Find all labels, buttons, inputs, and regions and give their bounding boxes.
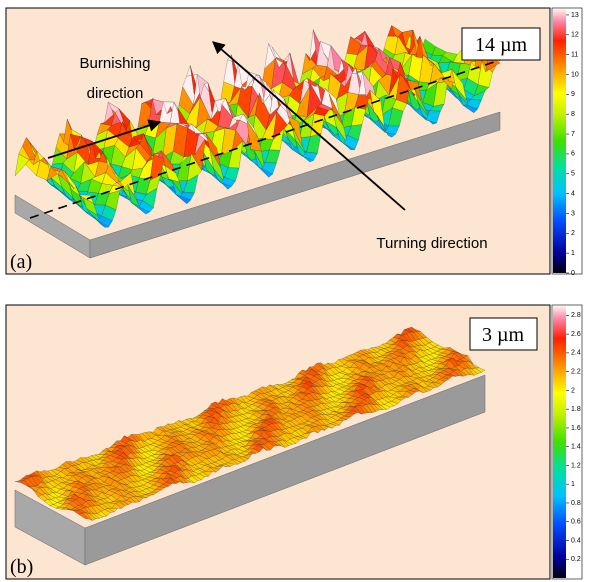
tick-label: 9	[571, 91, 575, 98]
tick-label: 0.6	[571, 519, 581, 526]
tick-label: 5	[571, 171, 575, 178]
tick-label: 0	[571, 270, 575, 277]
annotation: Burnishing	[80, 55, 151, 72]
annotation: Turning direction	[376, 235, 487, 252]
annotation: direction	[87, 85, 144, 102]
tick-label: 2.6	[571, 331, 581, 338]
scale-label: 14 µm	[475, 34, 528, 56]
tick-label: 1.4	[571, 444, 581, 451]
tick-label: 2.8	[571, 312, 581, 319]
tick-label: 0.4	[571, 537, 581, 544]
dashed-axis	[29, 59, 501, 219]
tick-label: 6	[571, 151, 575, 158]
colorbar	[553, 9, 566, 273]
turning-arrow	[212, 41, 406, 211]
panel-label: (b)	[10, 556, 33, 578]
tick-label: 1.6	[571, 425, 581, 432]
tick-label: 2	[571, 387, 575, 394]
tick-label: 0.8	[571, 500, 581, 507]
surface-cell	[475, 367, 486, 373]
tick-label: 4	[571, 190, 575, 197]
tick-label: 1	[571, 481, 575, 488]
colorbar-ticks: 0123456789101112130.20.40.60.811.21.41.6…	[566, 12, 581, 563]
colorbar	[553, 306, 566, 578]
tick-label: 1.8	[571, 406, 581, 413]
tick-label: 13	[571, 12, 579, 19]
scale-box	[461, 27, 541, 61]
tick-label: 1	[571, 250, 575, 257]
panel-label: (a)	[10, 251, 32, 273]
surface-b	[14, 326, 486, 566]
tick-label: 2	[571, 230, 575, 237]
tick-label: 7	[571, 131, 575, 138]
base-front	[89, 111, 501, 259]
scale-label: 3 µm	[482, 324, 525, 346]
tick-label: 10	[571, 71, 579, 78]
base-front	[84, 374, 486, 566]
tick-label: 3	[571, 210, 575, 217]
tick-label: 2.4	[571, 350, 581, 357]
burnishing-arrow	[47, 119, 162, 159]
scale-box	[469, 317, 538, 351]
tick-label: 11	[571, 51, 578, 58]
tick-label: 1.2	[571, 462, 581, 469]
tick-label: 8	[571, 111, 575, 118]
tick-label: 2.2	[571, 368, 581, 375]
tick-label: 0.2	[571, 556, 581, 563]
tick-label: 12	[571, 32, 579, 39]
